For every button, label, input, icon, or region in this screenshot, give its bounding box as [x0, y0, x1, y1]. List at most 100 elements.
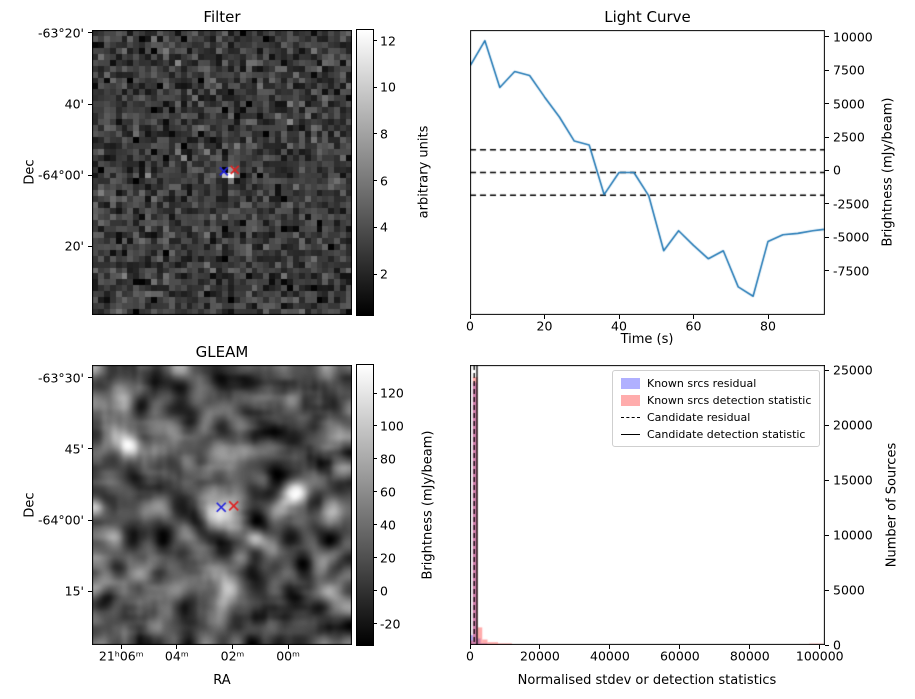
histogram-xtickmark [819, 645, 821, 649]
filter-dec-tickmark [88, 174, 92, 176]
filter-colorbar-tick-label: 12 [380, 33, 396, 48]
gleam-ra-tick-label: 21ʰ06ᵐ [98, 648, 144, 664]
histogram-xtick-label: 0 [466, 648, 474, 664]
gleam-colorbar-tick-label: 60 [380, 484, 396, 500]
light-curve-xtickmark [618, 315, 620, 319]
histogram-ytick-label: 5000 [833, 582, 865, 598]
light-curve-ytickmark [825, 203, 829, 205]
histogram-ytickmark [825, 369, 829, 371]
filter-dec-tick-label: -64°00' [37, 167, 84, 183]
gleam-dec-axis-label: Dec [22, 492, 38, 518]
histogram-xtickmark [469, 645, 471, 649]
filter-colorbar-tick-label: 2 [380, 266, 388, 282]
light-curve-ytickmark [825, 136, 829, 138]
filter-colorbar-tickmark [373, 226, 377, 228]
gleam-dec-tick-label: -63°30' [37, 370, 84, 386]
histogram-xtick-label: 60000 [659, 648, 700, 664]
legend-item-known-srcs-detection-statistic: Known srcs detection statistic [621, 393, 811, 407]
light-curve-xtick-label: 40 [611, 318, 627, 334]
light-curve-ytick-label: 10000 [833, 29, 873, 45]
light-curve-ytick-label: 2500 [833, 129, 865, 145]
gleam-colorbar-tickmark [373, 590, 377, 592]
gleam-ra-tickmark [120, 645, 122, 649]
light-curve-xtick-label: 80 [760, 318, 776, 334]
gleam-ra-tickmark [232, 645, 233, 649]
gleam-colorbar-tick-label: 40 [380, 517, 396, 533]
filter-colorbar-tick-label: 4 [380, 219, 388, 235]
histogram-xlabel: Normalised stdev or detection statistics [517, 673, 777, 688]
light-curve-xlabel: Time (s) [620, 332, 674, 347]
filter-colorbar-tick-label: 6 [380, 173, 388, 189]
filter-colorbar-tick-label: 8 [380, 126, 388, 142]
gleam-ra-tick-label: 00ᵐ [276, 648, 300, 664]
legend-item-candidate-detection-statistic: Candidate detection statistic [621, 427, 811, 441]
light-curve-ytick-label: 5000 [833, 96, 865, 112]
gleam-dec-tick-label: 45' [64, 441, 84, 457]
light-curve-xtick-label: 0 [466, 318, 474, 334]
histogram-ytick-label: 20000 [833, 417, 873, 433]
filter-colorbar-tickmark [373, 273, 377, 275]
histogram-ytickmark [825, 589, 829, 591]
histogram-ytick-label: 0 [833, 637, 841, 653]
light-curve-xtickmark [767, 315, 769, 319]
histogram-xtick-label: 80000 [729, 648, 770, 664]
gleam-colorbar-label: Brightness (mJy/beam) [420, 430, 436, 580]
filter-colorbar-tickmark [373, 40, 377, 41]
gleam-image [92, 365, 352, 645]
gleam-dec-tick-label: -64°00' [37, 512, 84, 528]
legend-label-candidate-detection-statistic: Candidate detection statistic [647, 427, 806, 441]
histogram-xtickmark [749, 645, 751, 649]
gleam-colorbar [356, 364, 374, 646]
histogram-xtickmark [539, 645, 541, 649]
gleam-colorbar-tick-label: 100 [380, 418, 404, 434]
histogram-xtickmark [679, 645, 681, 649]
histogram-ytick-label: 10000 [833, 527, 873, 543]
light-curve-ytick-label: -5000 [833, 229, 870, 245]
gleam-dec-tickmark [88, 377, 92, 379]
light-curve-ytick-label: -2500 [833, 196, 870, 212]
filter-dec-axis-label: Dec [22, 159, 38, 185]
legend-label-candidate-residual: Candidate residual [647, 410, 751, 424]
filter-colorbar-tick-label: 10 [380, 79, 396, 95]
legend-solid-line-swatch [621, 433, 640, 435]
light-curve-ytickmark [825, 270, 829, 272]
light-curve-xtickmark [469, 315, 471, 319]
light-curve-xtick-label: 60 [685, 318, 702, 334]
histogram-ytickmark [825, 424, 829, 426]
gleam-colorbar-tick-label: -20 [380, 616, 401, 632]
histogram-ytickmark [825, 534, 829, 536]
gleam-dec-tick-label: 15' [64, 583, 84, 599]
filter-colorbar-tickmark [373, 133, 377, 135]
histogram-xtickmark [609, 645, 611, 649]
gleam-ra-tickmark [176, 645, 178, 649]
light-curve-ytickmark [825, 236, 829, 238]
filter-image [92, 30, 352, 315]
legend-item-candidate-residual: Candidate residual [621, 410, 811, 424]
histogram-legend: Known srcs residual Known srcs detection… [612, 370, 821, 447]
gleam-colorbar-tick-label: 80 [380, 451, 396, 467]
gleam-ra-axis-label: RA [213, 673, 231, 688]
histogram-xtick-label: 40000 [590, 648, 630, 664]
gleam-ra-tickmark [287, 645, 289, 649]
light-curve-ytickmark [825, 103, 829, 105]
filter-dec-tick-label: -63°20' [37, 25, 84, 41]
histogram-xtick-label: 20000 [520, 648, 560, 664]
gleam-colorbar-tickmark [373, 524, 377, 526]
light-curve-ytickmark [825, 69, 829, 71]
gleam-dec-tickmark [88, 448, 92, 450]
filter-title: Filter [203, 8, 241, 26]
filter-dec-tickmark [88, 32, 92, 34]
gleam-colorbar-tick-label: 0 [380, 583, 388, 599]
gleam-colorbar-tickmark [373, 392, 377, 394]
gleam-colorbar-tickmark [373, 458, 377, 460]
legend-pink-patch-swatch [621, 394, 640, 406]
histogram-ytickmark [825, 479, 829, 481]
gleam-colorbar-tickmark [373, 491, 377, 493]
filter-colorbar-tickmark [373, 180, 377, 182]
legend-blue-patch-swatch [621, 377, 640, 389]
gleam-colorbar-tick-label: 20 [380, 550, 396, 566]
histogram-xtick-label: 100000 [795, 648, 844, 664]
histogram-ytick-label: 15000 [833, 472, 873, 488]
gleam-ra-tick-label: 02ᵐ [220, 648, 245, 664]
